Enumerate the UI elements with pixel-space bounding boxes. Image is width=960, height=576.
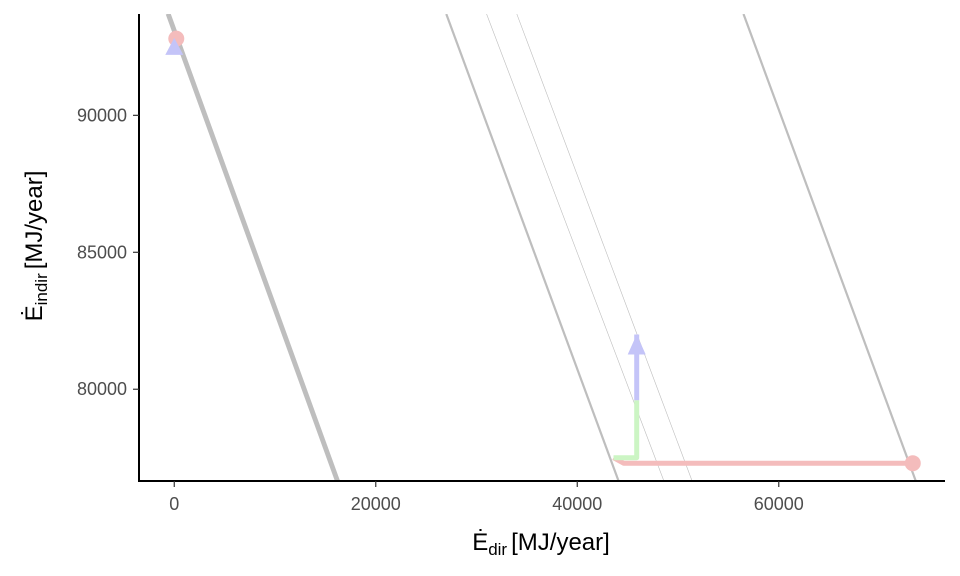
x-axis: 0 20000 40000 60000 bbox=[139, 480, 945, 514]
y-tick-label: 90000 bbox=[77, 105, 127, 125]
path-segment-green bbox=[613, 400, 640, 461]
y-axis: 80000 85000 90000 bbox=[77, 14, 140, 482]
constant-line-2 bbox=[167, 14, 340, 481]
x-axis-title: Ėdir [MJ/year] bbox=[472, 529, 610, 559]
plot-area bbox=[165, 14, 921, 481]
constant-line-5 bbox=[516, 14, 693, 481]
constant-line-6 bbox=[742, 14, 917, 481]
point-marker-2 bbox=[904, 455, 921, 472]
y-axis-title: Ėindir[MJ/year] bbox=[21, 171, 51, 322]
y-tick-label: 85000 bbox=[77, 242, 127, 262]
point-marker-3 bbox=[165, 37, 184, 55]
y-tick-label: 80000 bbox=[77, 379, 127, 399]
constant-line-3 bbox=[445, 14, 620, 481]
x-tick-label: 20000 bbox=[351, 494, 401, 514]
x-tick-label: 0 bbox=[169, 494, 179, 514]
arrow-head-1 bbox=[627, 334, 646, 355]
constant-line-1 bbox=[165, 14, 338, 481]
x-tick-label: 60000 bbox=[754, 494, 804, 514]
path-segment-red bbox=[612, 455, 913, 466]
constant-lines bbox=[165, 14, 917, 481]
x-tick-label: 40000 bbox=[552, 494, 602, 514]
